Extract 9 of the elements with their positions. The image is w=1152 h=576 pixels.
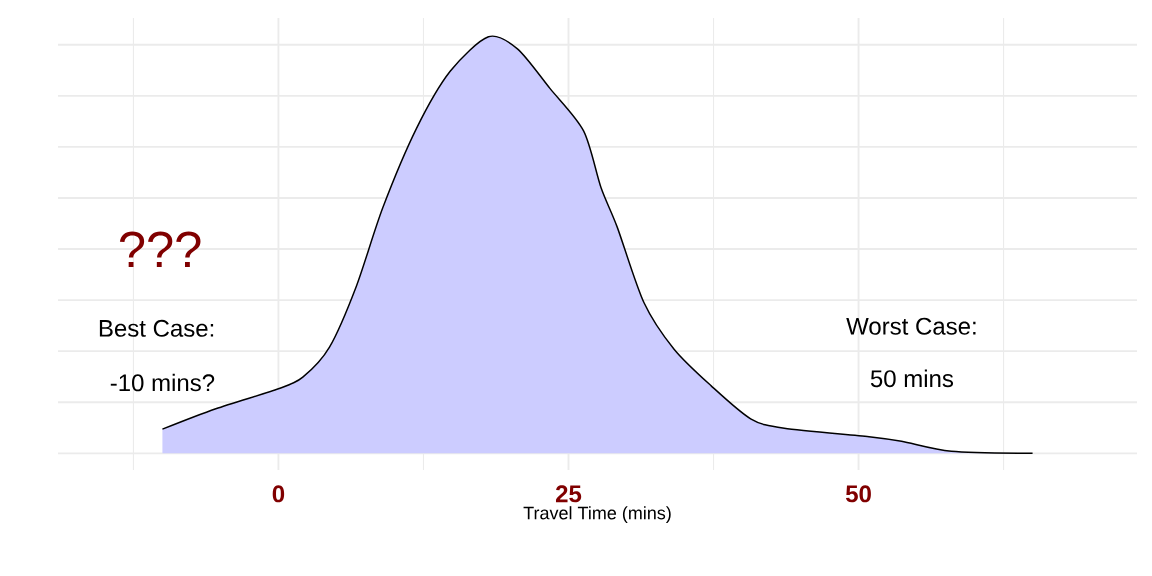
x-tick-label: 25: [555, 485, 582, 503]
x-tick-label: 0: [272, 485, 285, 503]
annotation: -10 mins?: [110, 373, 215, 392]
annotation: Best Case:: [99, 319, 214, 337]
annotation: 50 mins: [870, 369, 954, 388]
x-tick-label: 50: [845, 485, 871, 503]
x-axis-title: Travel Time (mins): [523, 506, 671, 523]
annotation: Worst Case:: [846, 317, 976, 335]
annotation: ???: [119, 231, 201, 267]
